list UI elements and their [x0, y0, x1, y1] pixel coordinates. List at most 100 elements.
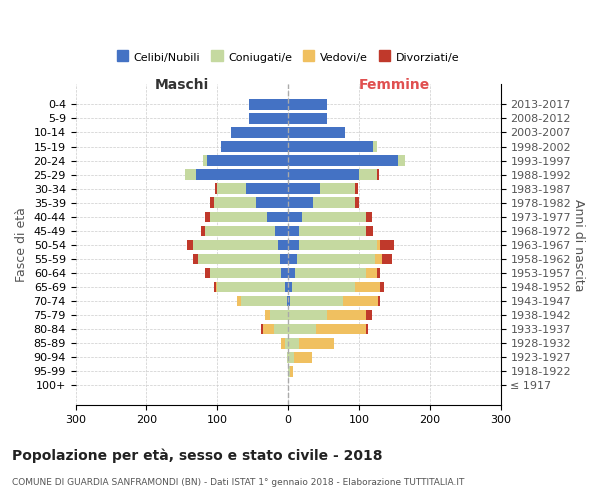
Bar [290, 296, 343, 306]
Bar [377, 268, 380, 278]
Bar [366, 212, 372, 222]
Bar [280, 254, 288, 264]
Bar [221, 141, 288, 152]
Bar [288, 254, 296, 264]
Bar [374, 254, 382, 264]
Bar [187, 240, 193, 250]
Y-axis label: Fasce di età: Fasce di età [15, 208, 28, 282]
Bar [281, 268, 288, 278]
Bar [210, 212, 267, 222]
Bar [355, 184, 358, 194]
Bar [288, 113, 327, 124]
Bar [196, 170, 288, 180]
Bar [245, 184, 288, 194]
Bar [288, 324, 316, 334]
Bar [299, 240, 377, 250]
Bar [288, 141, 373, 152]
Bar [216, 282, 217, 292]
Bar [320, 184, 355, 194]
Bar [274, 324, 288, 334]
Bar [214, 198, 256, 208]
Bar [249, 99, 288, 110]
Bar [267, 212, 288, 222]
Bar [377, 170, 379, 180]
Bar [380, 282, 384, 292]
Bar [302, 212, 366, 222]
Bar [205, 268, 210, 278]
Bar [185, 170, 196, 180]
Bar [288, 352, 294, 362]
Bar [359, 170, 377, 180]
Bar [355, 198, 359, 208]
Bar [288, 240, 299, 250]
Bar [288, 282, 292, 292]
Bar [299, 338, 334, 348]
Bar [288, 366, 290, 376]
Text: Femmine: Femmine [359, 78, 430, 92]
Bar [217, 184, 245, 194]
Bar [237, 296, 241, 306]
Bar [261, 324, 263, 334]
Bar [210, 268, 281, 278]
Bar [241, 296, 287, 306]
Bar [288, 212, 302, 222]
Bar [275, 226, 288, 236]
Y-axis label: Anni di nascita: Anni di nascita [572, 198, 585, 291]
Bar [288, 268, 295, 278]
Bar [205, 226, 275, 236]
Bar [249, 113, 288, 124]
Bar [294, 352, 311, 362]
Bar [278, 240, 288, 250]
Bar [284, 282, 288, 292]
Bar [292, 282, 355, 292]
Bar [215, 184, 217, 194]
Bar [287, 352, 288, 362]
Bar [327, 310, 366, 320]
Bar [193, 240, 278, 250]
Legend: Celibi/Nubili, Coniugati/e, Vedovi/e, Divorziati/e: Celibi/Nubili, Coniugati/e, Vedovi/e, Di… [113, 48, 464, 67]
Bar [296, 254, 374, 264]
Bar [288, 198, 313, 208]
Text: Popolazione per età, sesso e stato civile - 2018: Popolazione per età, sesso e stato civil… [12, 448, 383, 463]
Bar [295, 268, 366, 278]
Bar [284, 338, 288, 348]
Bar [378, 296, 380, 306]
Bar [380, 240, 394, 250]
Bar [382, 254, 392, 264]
Bar [205, 212, 210, 222]
Bar [290, 366, 293, 376]
Bar [206, 156, 288, 166]
Bar [203, 156, 206, 166]
Bar [256, 198, 288, 208]
Bar [316, 324, 366, 334]
Bar [214, 282, 216, 292]
Bar [288, 170, 359, 180]
Bar [201, 226, 205, 236]
Bar [355, 282, 380, 292]
Bar [288, 310, 327, 320]
Bar [210, 198, 214, 208]
Bar [288, 184, 320, 194]
Bar [288, 156, 398, 166]
Bar [198, 254, 280, 264]
Bar [265, 310, 271, 320]
Bar [287, 296, 288, 306]
Bar [193, 254, 198, 264]
Bar [398, 156, 405, 166]
Bar [313, 198, 355, 208]
Text: COMUNE DI GUARDIA SANFRAMONDI (BN) - Dati ISTAT 1° gennaio 2018 - Elaborazione T: COMUNE DI GUARDIA SANFRAMONDI (BN) - Dat… [12, 478, 464, 487]
Bar [263, 324, 274, 334]
Bar [232, 127, 288, 138]
Bar [288, 226, 299, 236]
Bar [366, 226, 373, 236]
Bar [271, 310, 288, 320]
Bar [366, 324, 368, 334]
Bar [217, 282, 284, 292]
Bar [281, 338, 284, 348]
Bar [288, 296, 290, 306]
Bar [366, 268, 377, 278]
Bar [366, 310, 372, 320]
Bar [288, 99, 327, 110]
Bar [288, 127, 345, 138]
Bar [343, 296, 378, 306]
